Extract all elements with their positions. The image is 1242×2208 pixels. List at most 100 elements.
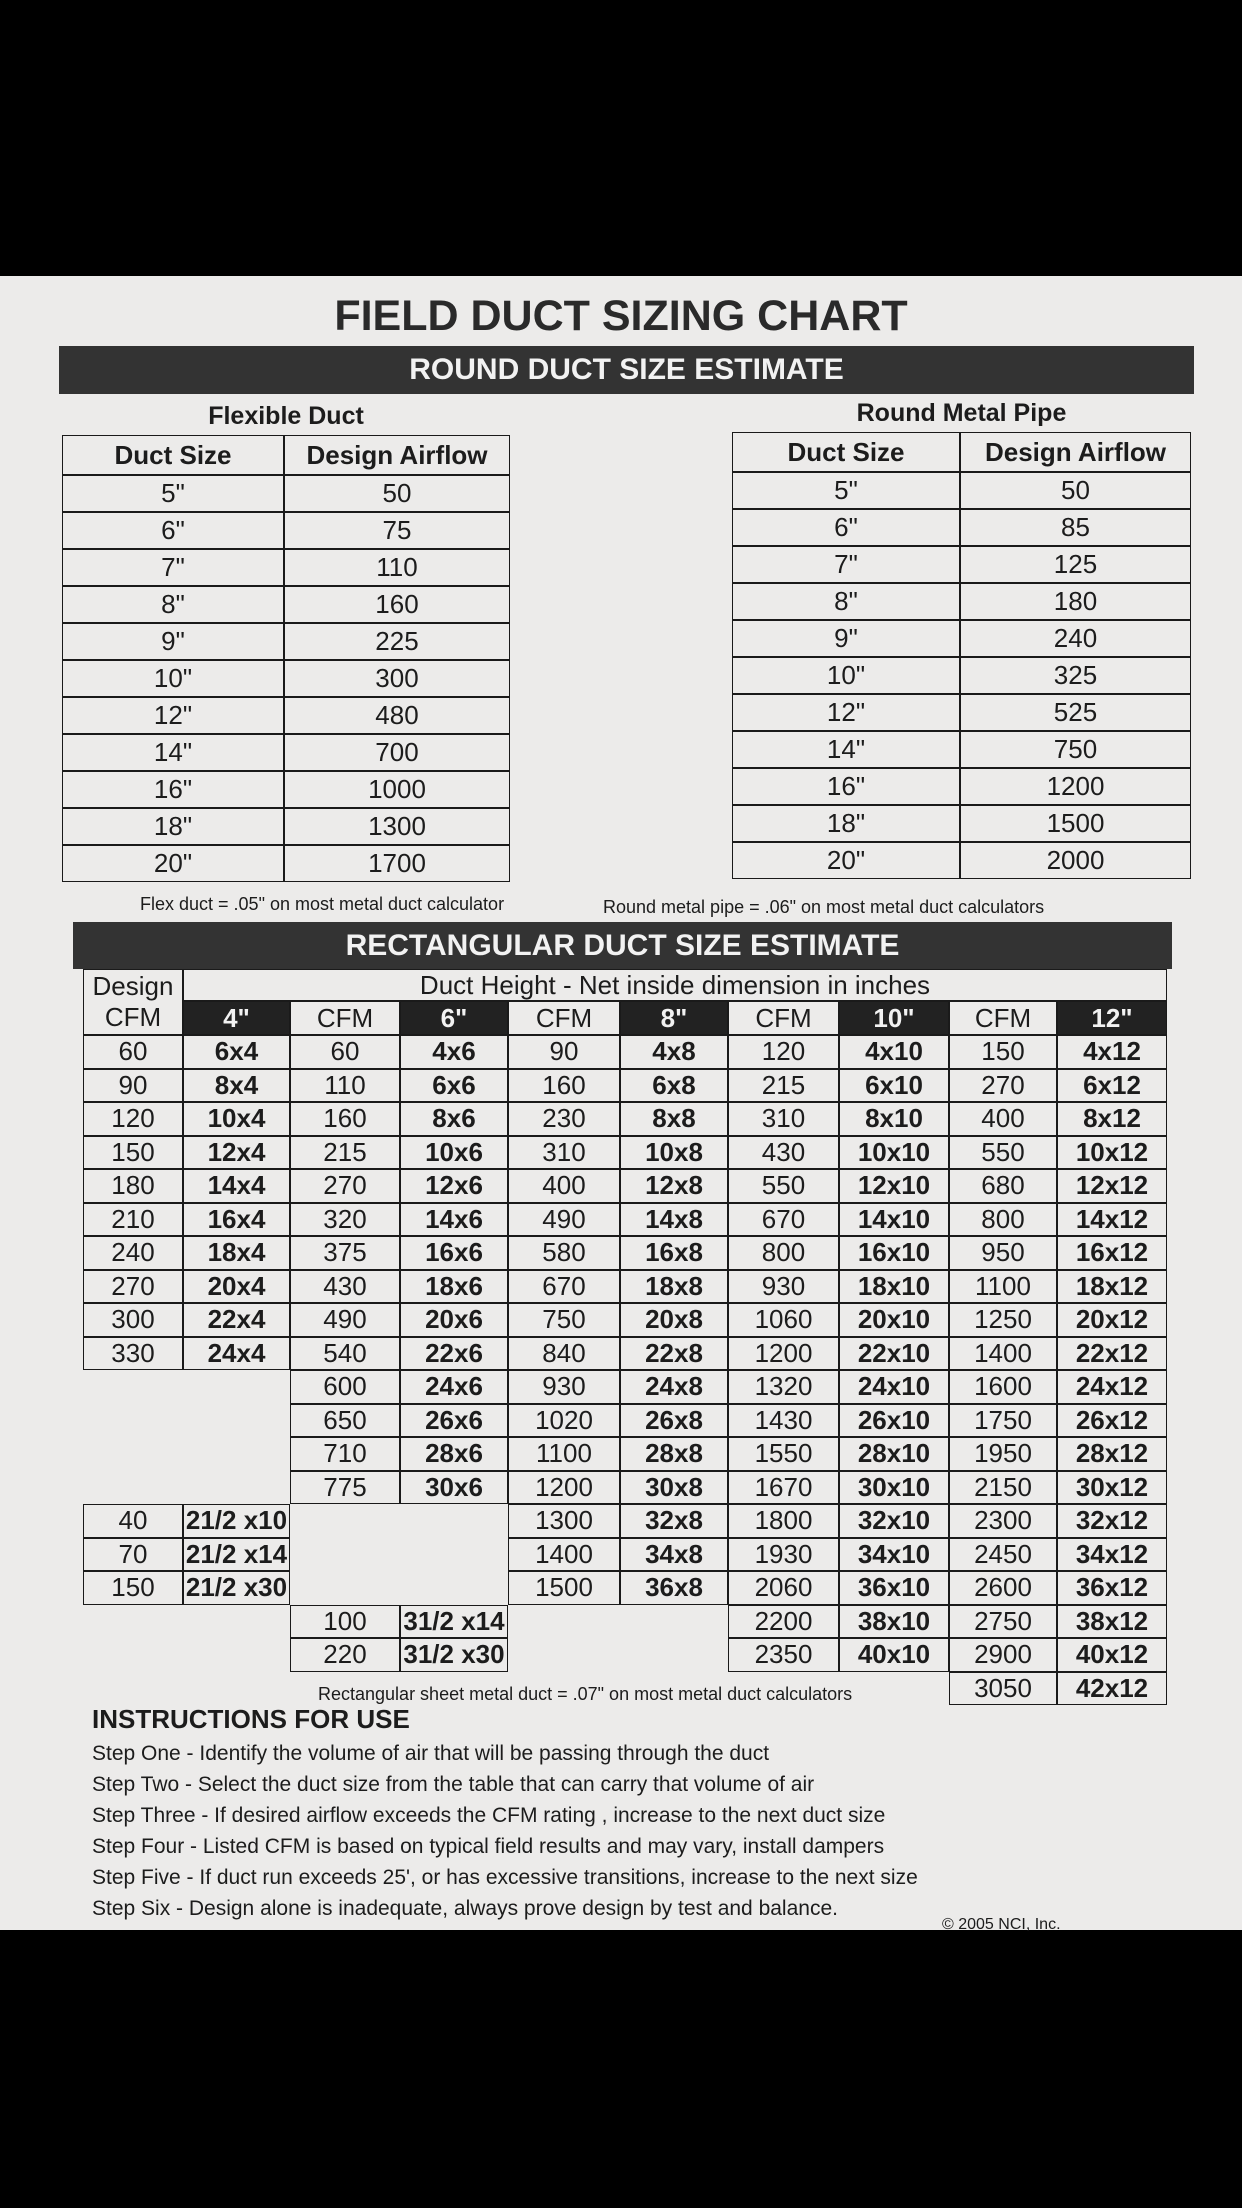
duct-size-value: 20x6 [400, 1303, 508, 1337]
duct-size-value: 8x12 [1057, 1102, 1167, 1136]
flex-note: Flex duct = .05" on most metal duct calc… [140, 894, 505, 914]
metal-duct-size: 8" [732, 583, 960, 620]
cfm-value: 1250 [949, 1303, 1057, 1337]
cfm-value: 400 [949, 1102, 1057, 1136]
duct-size-value: 6x4 [183, 1035, 290, 1069]
metal-note: Round metal pipe = .06" on most metal du… [603, 897, 1045, 917]
duct-size-value: 4x6 [400, 1035, 508, 1069]
duct-size-value: 6x12 [1057, 1068, 1167, 1102]
duct-height-header: Duct Height - Net inside dimension in in… [183, 969, 1167, 1001]
flex-duct-size: 5" [62, 475, 284, 512]
cfm-header: CFM [290, 1001, 400, 1035]
cfm-value: 120 [728, 1035, 839, 1069]
duct-size-value: 40x10 [839, 1638, 949, 1672]
cfm-value: 800 [949, 1202, 1057, 1236]
cfm-value: 210 [83, 1202, 183, 1236]
metal-airflow: 240 [960, 620, 1191, 657]
cfm-value: 150 [949, 1035, 1057, 1069]
cfm-value: 800 [728, 1236, 839, 1270]
cfm-header: CFM [728, 1001, 839, 1035]
cfm-value: 1550 [728, 1437, 839, 1471]
duct-size-value: 18x12 [1057, 1269, 1167, 1303]
cfm-value: 490 [290, 1303, 400, 1337]
duct-size-value: 16x4 [183, 1202, 290, 1236]
cfm-value: 330 [83, 1336, 183, 1370]
metal-duct-size: 18" [732, 805, 960, 842]
duct-size-value: 14x6 [400, 1202, 508, 1236]
duct-size-value: 10x4 [183, 1102, 290, 1136]
metal-duct-size: 6" [732, 509, 960, 546]
duct-size-value: 22x12 [1057, 1336, 1167, 1370]
duct-size-value: 36x8 [620, 1571, 728, 1605]
flex-airflow: 225 [284, 623, 510, 660]
cfm-value: 670 [728, 1202, 839, 1236]
flex-duct-size: 14" [62, 734, 284, 771]
duct-size-value: 14x4 [183, 1169, 290, 1203]
cfm-value: 930 [508, 1370, 620, 1404]
duct-size-value: 8x8 [620, 1102, 728, 1136]
flex-duct-size: 18" [62, 808, 284, 845]
duct-size-value: 20x10 [839, 1303, 949, 1337]
flex-airflow: 480 [284, 697, 510, 734]
instruction-step: Step Six - Design alone is inadequate, a… [92, 1897, 838, 1920]
rect-note: Rectangular sheet metal duct = .07" on m… [318, 1684, 853, 1704]
cfm-value: 650 [290, 1403, 400, 1437]
height-header: 6" [400, 1001, 508, 1035]
duct-size-value: 28x8 [620, 1437, 728, 1471]
cfm-value: 2350 [728, 1638, 839, 1672]
duct-size-value: 22x6 [400, 1336, 508, 1370]
duct-size-value: 21/2 x14 [183, 1537, 290, 1571]
flex-airflow: 1300 [284, 808, 510, 845]
duct-size-value: 26x8 [620, 1403, 728, 1437]
duct-size-value: 18x10 [839, 1269, 949, 1303]
duct-size-value: 16x8 [620, 1236, 728, 1270]
duct-size-value: 31/2 x14 [400, 1604, 508, 1638]
duct-size-value: 40x12 [1057, 1638, 1167, 1672]
cfm-value: 320 [290, 1202, 400, 1236]
duct-size-value: 4x8 [620, 1035, 728, 1069]
duct-size-value: 4x12 [1057, 1035, 1167, 1069]
page-title: FIELD DUCT SIZING CHART [334, 292, 908, 340]
duct-size-value: 12x12 [1057, 1169, 1167, 1203]
cfm-value: 1800 [728, 1504, 839, 1538]
cfm-value: 2750 [949, 1604, 1057, 1638]
duct-size-value: 20x4 [183, 1269, 290, 1303]
rect-duct-banner: RECTANGULAR DUCT SIZE ESTIMATE [73, 922, 1172, 969]
metal-airflow: 125 [960, 546, 1191, 583]
flex-airflow: 75 [284, 512, 510, 549]
instruction-step: Step Five - If duct run exceeds 25', or … [92, 1866, 918, 1889]
flex-duct-size: 6" [62, 512, 284, 549]
cfm-value: 2300 [949, 1504, 1057, 1538]
cfm-value: 230 [508, 1102, 620, 1136]
duct-size-value: 34x12 [1057, 1537, 1167, 1571]
cfm-value: 2200 [728, 1604, 839, 1638]
flex-duct-size: 12" [62, 697, 284, 734]
height-header: 4" [183, 1001, 290, 1035]
duct-size-value: 30x8 [620, 1470, 728, 1504]
duct-size-value: 30x10 [839, 1470, 949, 1504]
instruction-step: Step Four - Listed CFM is based on typic… [92, 1835, 885, 1858]
duct-size-value: 42x12 [1057, 1671, 1167, 1705]
metal-duct-size: 7" [732, 546, 960, 583]
cfm-value: 270 [290, 1169, 400, 1203]
flex-airflow: 300 [284, 660, 510, 697]
duct-size-value: 4x10 [839, 1035, 949, 1069]
duct-size-value: 32x8 [620, 1504, 728, 1538]
duct-size-value: 34x8 [620, 1537, 728, 1571]
cfm-value: 60 [83, 1035, 183, 1069]
flex-duct-size: 9" [62, 623, 284, 660]
cfm-value: 540 [290, 1336, 400, 1370]
cfm-value: 580 [508, 1236, 620, 1270]
duct-size-value: 24x4 [183, 1336, 290, 1370]
duct-size-value: 38x10 [839, 1604, 949, 1638]
duct-size-value: 10x12 [1057, 1135, 1167, 1169]
duct-size-value: 16x6 [400, 1236, 508, 1270]
cfm-value: 270 [83, 1269, 183, 1303]
cfm-value: 1430 [728, 1403, 839, 1437]
cfm-value: 310 [728, 1102, 839, 1136]
duct-size-value: 22x4 [183, 1303, 290, 1337]
cfm-value: 300 [83, 1303, 183, 1337]
cfm-value: 710 [290, 1437, 400, 1471]
duct-size-value: 38x12 [1057, 1604, 1167, 1638]
duct-size-value: 18x8 [620, 1269, 728, 1303]
